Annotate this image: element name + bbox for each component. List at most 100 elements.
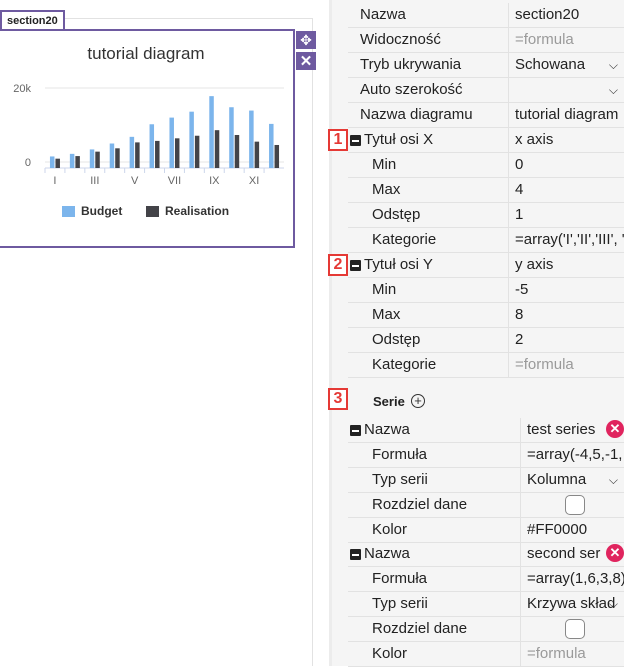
prop-row-y-min: Min -5 xyxy=(348,278,624,303)
chart-container[interactable]: tutorial diagram 20k 0 I III V VII IX XI Budge… xyxy=(0,29,295,248)
x-categories-input[interactable]: =array('I','II','III', ' xyxy=(508,228,624,252)
auto-width-select[interactable] xyxy=(508,78,624,102)
bar-realisation-viii xyxy=(194,135,200,168)
x-tick-label: IX xyxy=(209,175,220,187)
series-name-input[interactable]: test series xyxy=(520,418,602,442)
series-name-input[interactable]: second ser xyxy=(520,542,602,566)
prop-label: Kolor xyxy=(372,645,408,662)
name-input[interactable]: section20 xyxy=(508,3,624,27)
x-step-input[interactable]: 1 xyxy=(508,203,624,227)
prop-label: Nazwa xyxy=(360,6,406,23)
annotation-badge-1: 1 xyxy=(328,129,348,151)
y-axis-title-input[interactable]: y axis xyxy=(508,253,624,277)
delete-series-icon[interactable]: ✕ xyxy=(606,544,624,562)
move-arrows-icon[interactable]: ✥ xyxy=(296,31,316,49)
y-categories-input[interactable]: =formula xyxy=(508,353,624,377)
split-data-checkbox[interactable] xyxy=(565,619,585,639)
x-axis-title-input[interactable]: x axis xyxy=(508,128,624,152)
prop-label: Odstęp xyxy=(372,206,421,223)
series-title: Serie xyxy=(373,394,405,409)
y-min-input[interactable]: -5 xyxy=(508,278,624,302)
prop-row-auto-width: Auto szerokość ⌵ xyxy=(348,78,624,103)
y-tick-label: 0 xyxy=(25,157,31,169)
chevron-down-icon[interactable]: ⌵ xyxy=(608,597,618,611)
prop-label: Auto szerokość xyxy=(360,81,463,98)
collapse-icon[interactable] xyxy=(350,549,361,560)
prop-row-x-axis-title: Tytuł osi X x axis xyxy=(348,128,624,153)
visibility-input[interactable]: =formula xyxy=(508,28,624,52)
legend-swatch xyxy=(62,206,75,217)
legend-swatch xyxy=(146,206,159,217)
split-data-checkbox[interactable] xyxy=(565,495,585,515)
collapse-icon[interactable] xyxy=(350,425,361,436)
prop-label: Min xyxy=(372,156,397,173)
series-type-select[interactable]: Krzywa skład xyxy=(520,592,624,616)
bar-realisation-vii xyxy=(174,138,180,168)
prop-row-series-color: Kolor #FF0000 xyxy=(348,518,624,543)
x-tick-label: V xyxy=(131,175,139,187)
series-color-input[interactable]: =formula xyxy=(520,642,624,666)
bar-realisation-v xyxy=(135,142,140,168)
prop-row-y-max: Max 8 xyxy=(348,303,624,328)
legend-label: Realisation xyxy=(165,204,229,218)
prop-row-series-split: Rozdziel dane xyxy=(348,617,624,642)
close-icon[interactable]: ✕ xyxy=(296,52,316,70)
properties-panel: Nazwa section20 Widoczność =formula Tryb… xyxy=(328,0,624,667)
collapse-icon[interactable] xyxy=(350,135,361,146)
prop-row-series-formula: Formuła =array(-4,5,-1, xyxy=(348,443,624,468)
section-tag[interactable]: section20 xyxy=(0,10,65,30)
prop-label: Tytuł osi X xyxy=(364,131,434,148)
prop-label: Kategorie xyxy=(372,356,437,373)
prop-label: Kategorie xyxy=(372,231,437,248)
series-type-select[interactable]: Kolumna xyxy=(520,468,624,492)
annotation-badge-3: 3 xyxy=(328,388,348,410)
prop-label: Max xyxy=(372,306,401,323)
prop-row-visibility: Widoczność =formula xyxy=(348,28,624,53)
x-tick-label: XI xyxy=(249,175,259,187)
bar-budget-iii xyxy=(89,149,95,168)
series-formula-input[interactable]: =array(1,6,3,8) xyxy=(520,567,624,591)
prop-row-diagram-name: Nazwa diagramu tutorial diagram xyxy=(348,103,624,128)
x-min-input[interactable]: 0 xyxy=(508,153,624,177)
prop-row-hide-mode: Tryb ukrywania Schowana ⌵ xyxy=(348,53,624,78)
prop-row-series-split: Rozdziel dane xyxy=(348,493,624,518)
prop-row-series-type: Typ serii Kolumna ⌵ xyxy=(348,468,624,493)
chevron-down-icon[interactable]: ⌵ xyxy=(608,473,618,487)
bar-budget-vii xyxy=(169,117,174,168)
series-color-input[interactable]: #FF0000 xyxy=(520,518,624,542)
canvas-border xyxy=(0,18,313,666)
x-tick-label: III xyxy=(90,175,99,187)
prop-row-series-color: Kolor =formula xyxy=(348,642,624,667)
pane-divider[interactable] xyxy=(329,0,332,666)
series-formula-input[interactable]: =array(-4,5,-1, xyxy=(520,443,624,467)
y-step-input[interactable]: 2 xyxy=(508,328,624,352)
prop-row-series-formula: Formuła =array(1,6,3,8) xyxy=(348,567,624,592)
bar-realisation-iii xyxy=(95,151,100,168)
bar-realisation-vi xyxy=(155,140,160,168)
x-max-input[interactable]: 4 xyxy=(508,178,624,202)
prop-label: Nazwa xyxy=(364,421,410,438)
prop-label: Rozdziel dane xyxy=(372,496,468,513)
chevron-down-icon[interactable]: ⌵ xyxy=(608,83,618,97)
bar-budget-viii xyxy=(189,111,194,168)
prop-row-x-min: Min 0 xyxy=(348,153,624,178)
bar-realisation-ii xyxy=(75,156,80,168)
bar-budget-ix xyxy=(209,96,214,168)
hide-mode-select[interactable]: Schowana xyxy=(508,53,624,77)
collapse-icon[interactable] xyxy=(350,260,361,271)
chevron-down-icon[interactable]: ⌵ xyxy=(608,58,618,72)
add-series-icon[interactable]: + xyxy=(411,394,425,408)
delete-series-icon[interactable]: ✕ xyxy=(606,420,624,438)
y-max-input[interactable]: 8 xyxy=(508,303,624,327)
prop-label: Max xyxy=(372,181,401,198)
prop-row-x-step: Odstęp 1 xyxy=(348,203,624,228)
bar-realisation-xii xyxy=(274,144,280,168)
split-data-cell xyxy=(520,617,624,641)
prop-row-name: Nazwa section20 xyxy=(348,3,624,28)
prop-label: Nazwa diagramu xyxy=(360,106,473,123)
prop-label: Formuła xyxy=(372,570,428,587)
x-tick-label: VII xyxy=(168,175,181,187)
diagram-name-input[interactable]: tutorial diagram xyxy=(508,103,624,127)
bar-realisation-ix xyxy=(214,130,220,168)
